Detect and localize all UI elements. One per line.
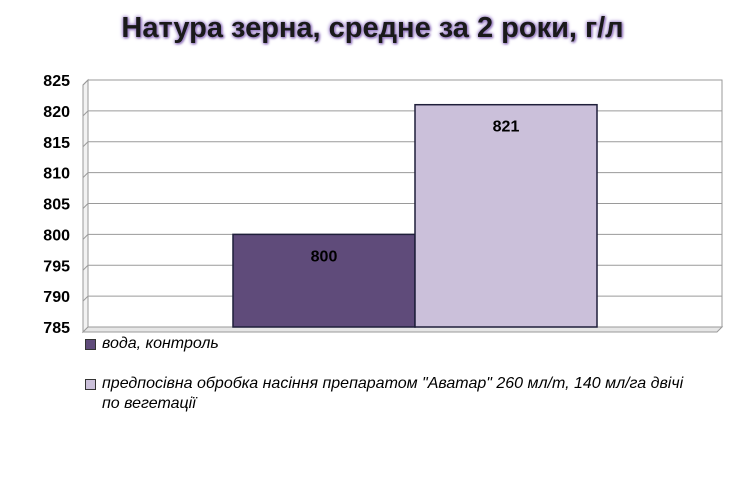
legend-label-treatment: предпосівна обробка насіння препаратом "… <box>102 375 684 412</box>
gridline-side <box>82 141 89 148</box>
legend-swatch-treatment <box>85 379 96 390</box>
gridline-side <box>82 203 89 209</box>
y-tick-label: 820 <box>43 104 70 121</box>
y-tick-label: 795 <box>43 258 70 275</box>
legend-label-control: вода, контроль <box>102 335 219 352</box>
gridline-side <box>82 172 89 178</box>
legend-item-control: вода, контроль <box>84 334 704 354</box>
gridline-side <box>82 110 89 117</box>
chart-title: Натура зерна, средне за 2 роки, г/л <box>121 12 624 44</box>
y-tick-label: 800 <box>43 227 70 244</box>
y-tick-label: 825 <box>43 73 70 90</box>
legend-item-treatment: предпосівна обробка насіння препаратом "… <box>84 374 704 414</box>
data-label-series-2: 821 <box>493 119 520 136</box>
y-tick-label: 810 <box>43 166 70 183</box>
gridline-side <box>82 79 89 86</box>
legend-swatch-control <box>85 339 96 350</box>
data-label-series-1: 800 <box>311 248 338 265</box>
bar-series-2 <box>414 103 598 328</box>
bar-series-1 <box>232 233 416 328</box>
y-tick-label: 790 <box>43 289 70 306</box>
y-tick-label: 805 <box>43 197 70 214</box>
gridline-side <box>82 234 89 240</box>
plot-area: 785 790 795 800 805 810 815 820 825 800 821 <box>43 73 724 337</box>
gridline-side <box>82 295 89 302</box>
y-tick-label: 815 <box>43 135 70 152</box>
y-tick-label: 785 <box>43 320 70 337</box>
gridline-side <box>82 264 89 271</box>
legend: вода, контроль предпосівна обробка насін… <box>84 334 704 434</box>
